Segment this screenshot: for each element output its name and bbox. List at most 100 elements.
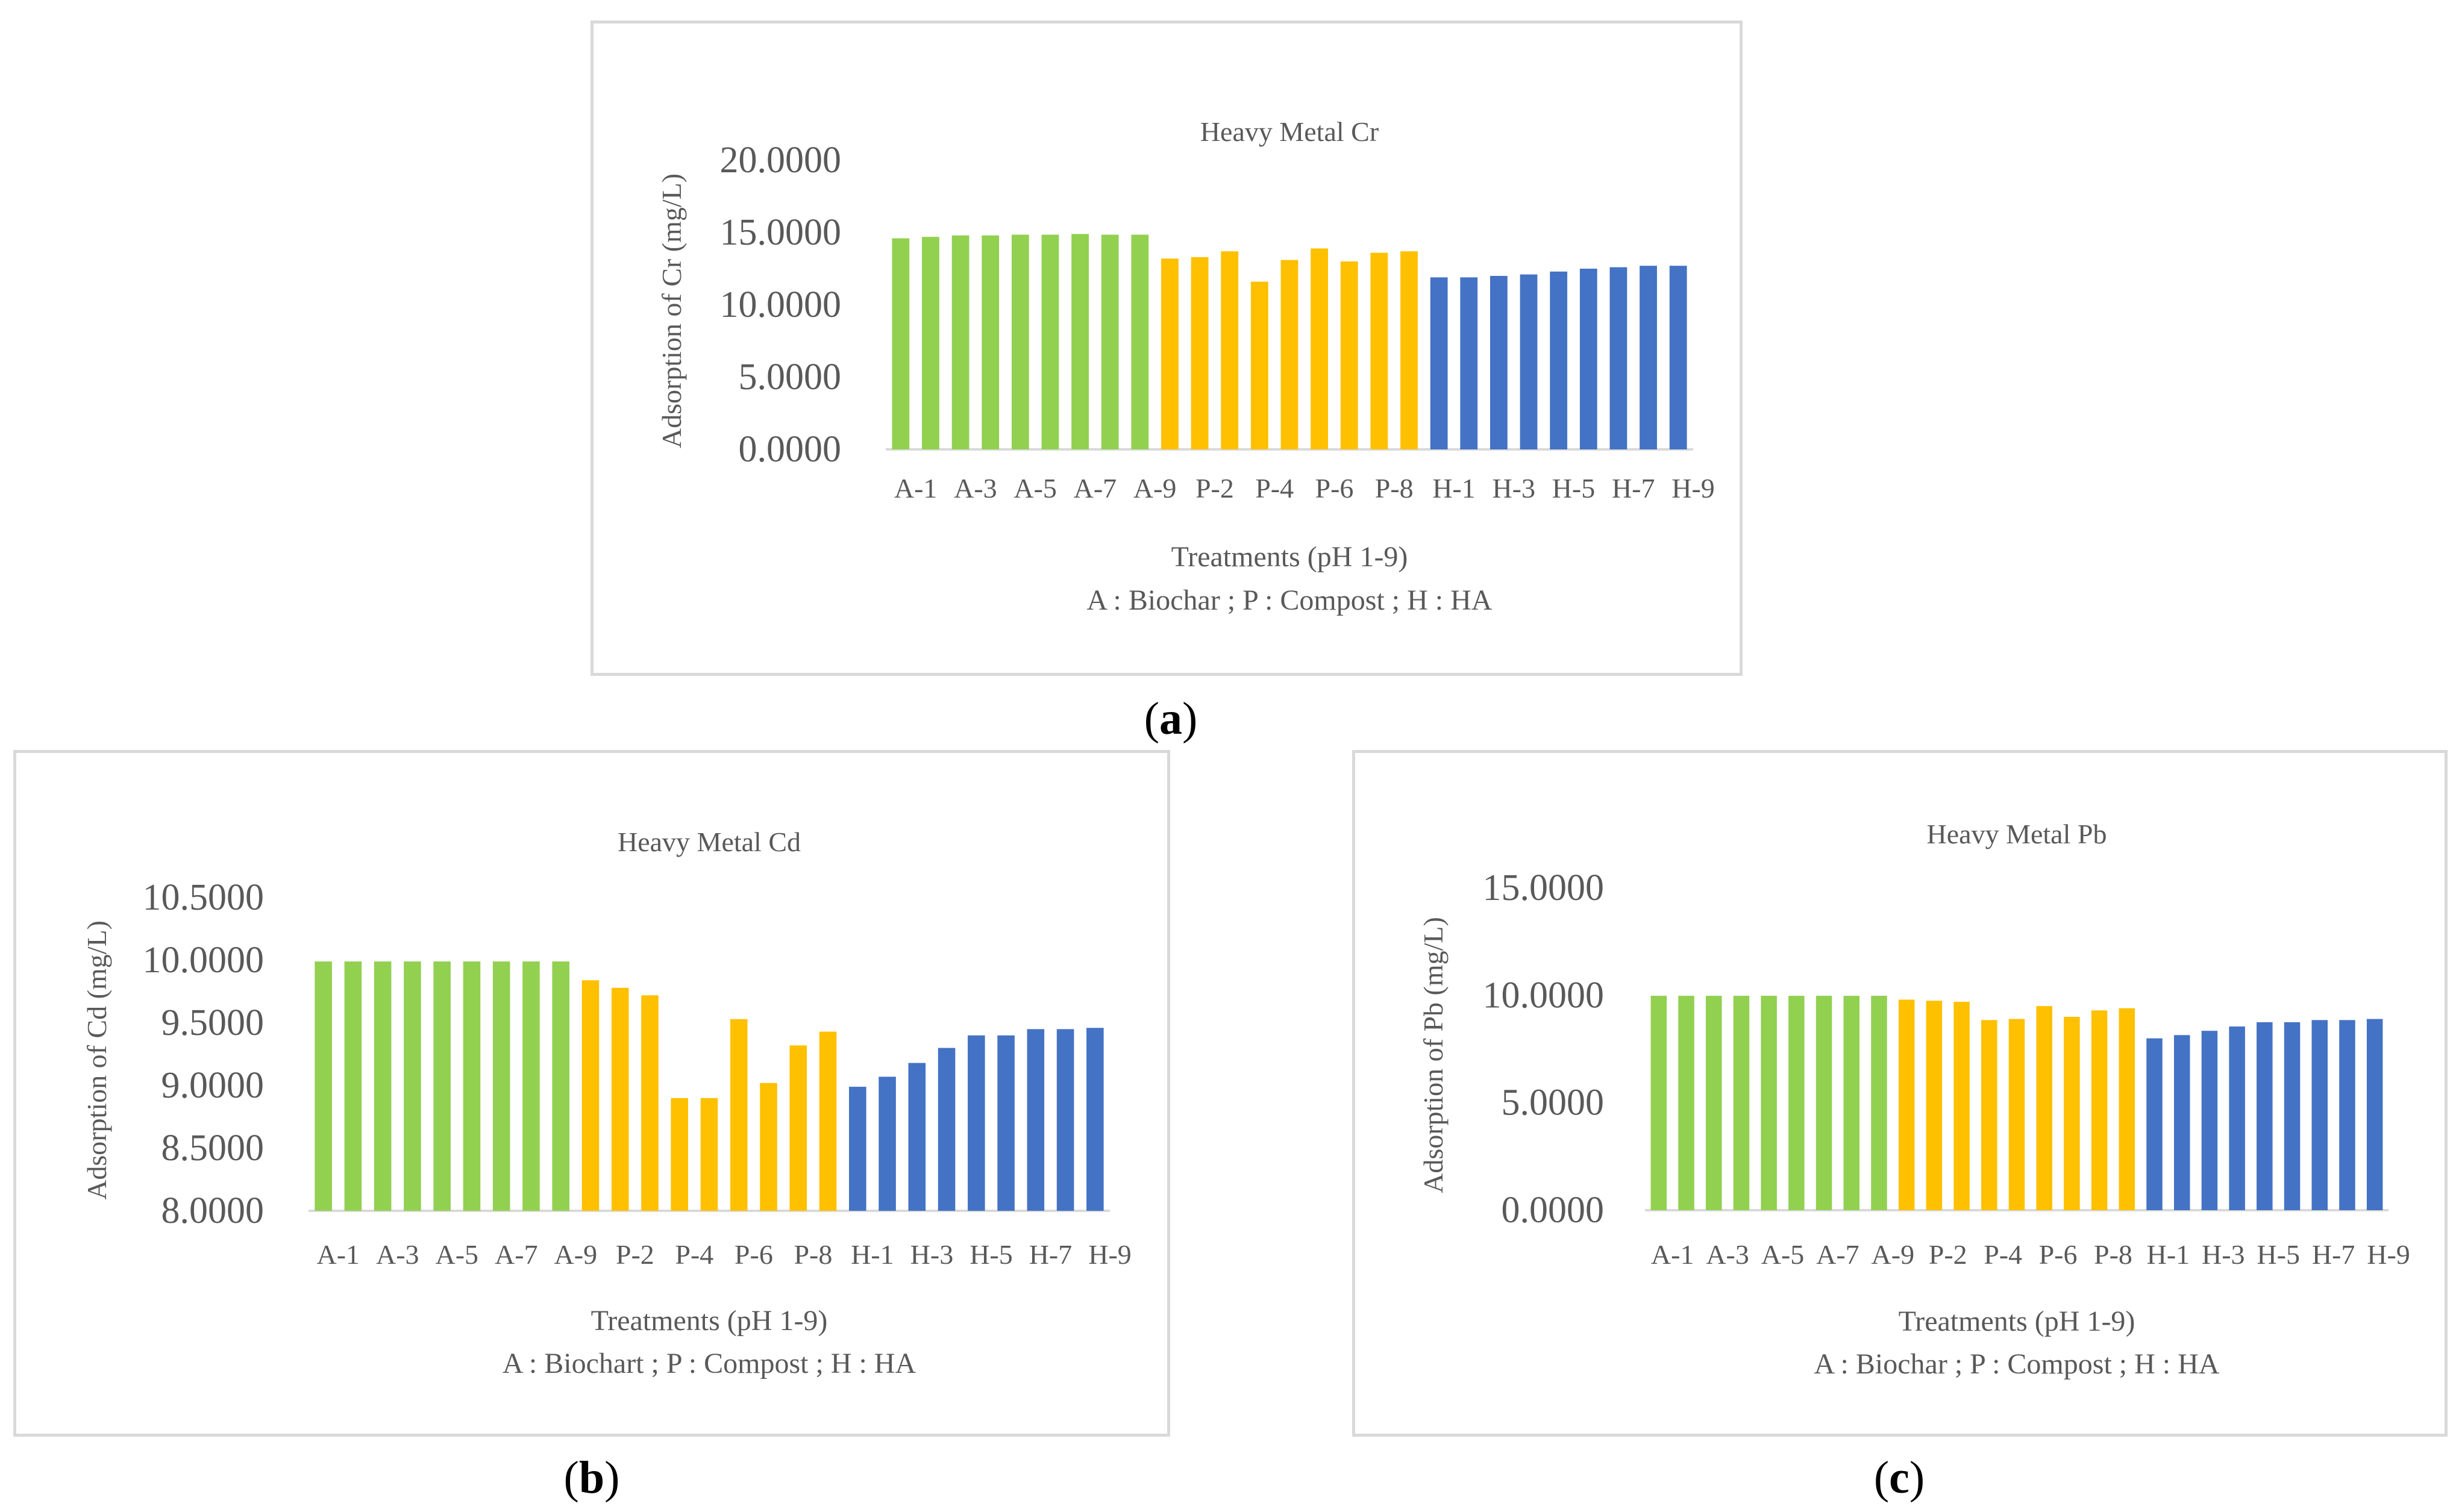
- bar-p-4: [671, 1098, 689, 1211]
- bar-h-6: [2284, 1022, 2301, 1210]
- x-tick-label: H-3: [1492, 473, 1535, 504]
- bar-p-1: [581, 980, 600, 1211]
- bar-h-9: [1669, 266, 1687, 449]
- x-tick-label: H-1: [2147, 1239, 2190, 1270]
- bar-p-9: [819, 1031, 837, 1211]
- x-tick-label: A-5: [1761, 1239, 1805, 1270]
- x-tick-label: A-1: [894, 473, 938, 504]
- bar-p-1: [1898, 999, 1915, 1210]
- bar-p-5: [700, 1098, 718, 1211]
- bar-h-8: [2339, 1020, 2355, 1210]
- bar-a-8: [1101, 234, 1119, 449]
- y-axis-label: Adsorption of Pb (mg/L): [1418, 917, 1449, 1193]
- bar-a-5: [1011, 234, 1029, 449]
- y-tick-label: 10.0000: [1483, 975, 1605, 1016]
- bar-a-1: [315, 961, 332, 1211]
- chart-cd: Heavy Metal Cd 8.0000 8.5000 9.0000 9.5000 10…: [81, 826, 1132, 1379]
- bar-a-8: [1843, 996, 1860, 1210]
- bar-p-4: [1981, 1020, 1997, 1210]
- bar-a-2: [922, 237, 939, 449]
- x-tick-label: A-3: [1706, 1239, 1749, 1270]
- x-tick-label: P-4: [1255, 473, 1294, 504]
- x-tick-label: A-7: [495, 1239, 538, 1270]
- bar-a-8: [522, 961, 540, 1211]
- bar-h-5: [968, 1035, 985, 1211]
- x-tick-label: H-9: [1671, 473, 1715, 504]
- bar-h-1: [849, 1087, 866, 1211]
- x-tick-label: P-6: [735, 1239, 773, 1270]
- bar-a-1: [1650, 996, 1667, 1210]
- bar-p-7: [1340, 261, 1358, 449]
- x-tick-label: H-7: [1029, 1239, 1073, 1270]
- bar-a-4: [404, 961, 421, 1211]
- x-tick-label: A-3: [376, 1239, 419, 1270]
- bar-h-5: [2257, 1022, 2273, 1210]
- x-tick-label: P-4: [675, 1239, 713, 1270]
- bar-p-9: [2119, 1008, 2135, 1210]
- x-tick-label: P-2: [1929, 1239, 1967, 1270]
- bar-h-1: [2146, 1038, 2163, 1210]
- bar-a-5: [433, 961, 451, 1211]
- bar-p-1: [1161, 258, 1179, 449]
- bar-p-6: [2036, 1006, 2052, 1210]
- x-axis-label: Treatments (pH 1-9): [1171, 541, 1408, 573]
- bar-a-7: [492, 961, 510, 1211]
- x-tick-label: H-3: [910, 1239, 954, 1270]
- x-tick-label: H-9: [1088, 1239, 1132, 1270]
- bar-p-3: [1953, 1002, 1970, 1210]
- x-axis-label: Treatments (pH 1-9): [591, 1305, 828, 1337]
- bar-h-9: [1086, 1028, 1104, 1211]
- bar-h-2: [1460, 277, 1478, 449]
- x-tick-label: A-9: [554, 1239, 598, 1270]
- y-tick-label: 9.0000: [161, 1065, 265, 1106]
- chart-pb: Heavy Metal Pb 0.0000 5.0000 10.0000 15.0000…: [1418, 819, 2410, 1380]
- x-tick-label: A-7: [1816, 1239, 1859, 1270]
- bar-a-9: [1131, 234, 1149, 449]
- bar-p-9: [1400, 251, 1418, 449]
- bar-p-7: [2064, 1017, 2080, 1210]
- bar-a-6: [1788, 996, 1805, 1210]
- y-tick-label: 0.0000: [739, 429, 842, 470]
- bar-h-5: [1550, 271, 1568, 449]
- x-tick-label: A-9: [1872, 1239, 1915, 1270]
- caption-b: (b): [563, 1452, 620, 1503]
- y-tick-label: 10.0000: [720, 284, 842, 325]
- bar-h-3: [908, 1063, 926, 1211]
- x-tick-label: H-3: [2202, 1239, 2245, 1270]
- x-tick-label: P-2: [1195, 473, 1234, 504]
- bar-h-6: [1579, 269, 1597, 449]
- y-tick-label: 8.5000: [161, 1128, 265, 1169]
- x-tick-label: P-2: [616, 1239, 654, 1270]
- bar-h-8: [1056, 1029, 1074, 1211]
- y-axis-label: Adsorption of Cr (mg/L): [656, 173, 687, 448]
- bar-h-8: [1640, 266, 1657, 449]
- bar-h-4: [938, 1048, 956, 1211]
- bar-a-2: [1678, 996, 1694, 1210]
- bar-p-5: [2008, 1019, 2025, 1210]
- x-tick-label: A-1: [1651, 1239, 1694, 1270]
- y-tick-label: 8.0000: [161, 1190, 265, 1231]
- x-tick-label: A-7: [1074, 473, 1117, 504]
- x-tick-label: A-3: [954, 473, 997, 504]
- bar-h-4: [2229, 1026, 2245, 1210]
- x-tick-label: A-5: [436, 1239, 479, 1270]
- x-tick-label: A-5: [1013, 473, 1057, 504]
- caption-a: (a): [1144, 693, 1198, 744]
- x-tick-label: P-8: [2094, 1239, 2132, 1270]
- bar-p-2: [1191, 257, 1209, 449]
- y-tick-label: 15.0000: [720, 212, 842, 253]
- y-tick-label: 5.0000: [739, 357, 842, 398]
- x-tick-label: H-7: [2312, 1239, 2355, 1270]
- x-tick-label: P-8: [794, 1239, 832, 1270]
- x-axis-label: Treatments (pH 1-9): [1899, 1305, 2135, 1337]
- bar-p-3: [1221, 251, 1239, 449]
- x-tick-label: H-1: [1432, 473, 1476, 504]
- bar-h-2: [2173, 1035, 2190, 1210]
- bar-p-4: [1250, 281, 1268, 449]
- y-tick-label: 5.0000: [1502, 1082, 1605, 1123]
- bar-a-6: [1041, 234, 1059, 449]
- bar-a-7: [1071, 234, 1089, 449]
- bar-h-3: [2201, 1031, 2218, 1210]
- bar-a-3: [374, 961, 392, 1211]
- x-axis-legend-note: A : Biochart ; P : Compost ; H : HA: [503, 1348, 916, 1379]
